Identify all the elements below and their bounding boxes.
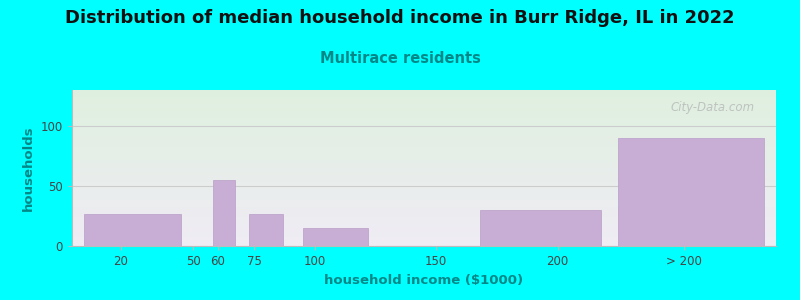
- Bar: [84, 214, 182, 246]
- Text: City-Data.com: City-Data.com: [670, 101, 755, 114]
- X-axis label: household income ($1000): household income ($1000): [325, 274, 523, 286]
- Bar: [213, 180, 234, 246]
- Bar: [302, 228, 368, 246]
- Y-axis label: households: households: [22, 125, 35, 211]
- Bar: [250, 214, 283, 246]
- Bar: [480, 210, 602, 246]
- Bar: [618, 138, 764, 246]
- Text: Multirace residents: Multirace residents: [319, 51, 481, 66]
- Text: Distribution of median household income in Burr Ridge, IL in 2022: Distribution of median household income …: [65, 9, 735, 27]
